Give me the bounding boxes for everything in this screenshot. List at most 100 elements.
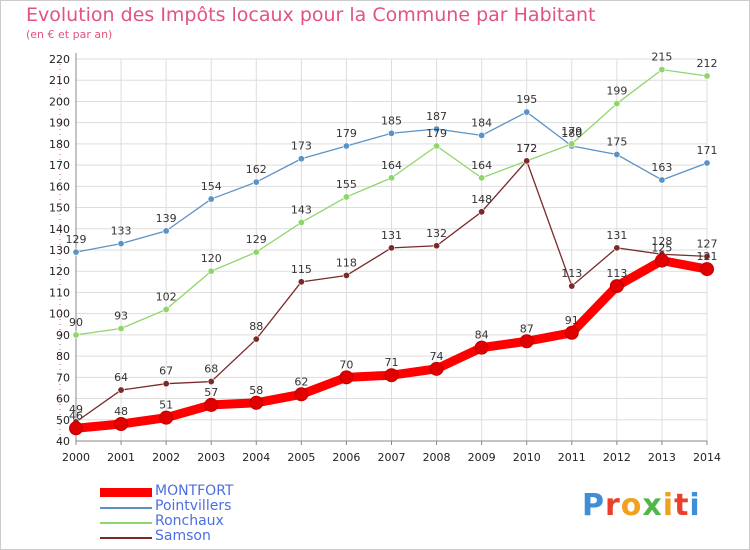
data-point bbox=[429, 361, 444, 376]
y-axis-ticks: 40 50 60 70 80 90 100 110 120 130 140 150 160 170 180 1… bbox=[49, 53, 70, 448]
proxiti-logo: Proxiti bbox=[582, 488, 701, 523]
data-point bbox=[433, 125, 441, 133]
x-tick-label: 2006 bbox=[332, 451, 360, 464]
y-tick-label: 200 bbox=[49, 95, 70, 108]
data-point bbox=[249, 395, 264, 410]
data-label: 154 bbox=[201, 180, 222, 193]
data-point bbox=[523, 157, 531, 165]
data-label: 195 bbox=[516, 93, 537, 106]
data-point bbox=[72, 248, 80, 256]
data-point bbox=[297, 155, 305, 163]
data-point bbox=[654, 253, 669, 268]
data-point bbox=[613, 244, 621, 252]
data-label: 90 bbox=[69, 316, 83, 329]
data-label: 148 bbox=[471, 193, 492, 206]
data-point bbox=[297, 218, 305, 226]
data-point bbox=[568, 140, 576, 148]
chart-subtitle: (en € et par an) bbox=[26, 28, 113, 41]
x-tick-label: 2004 bbox=[242, 451, 270, 464]
y-tick-label: 140 bbox=[49, 223, 70, 236]
data-label: 87 bbox=[520, 322, 534, 335]
data-label: 71 bbox=[385, 356, 399, 369]
data-label: 64 bbox=[114, 371, 128, 384]
data-point bbox=[297, 278, 305, 286]
data-label: 51 bbox=[159, 399, 173, 412]
data-label: 115 bbox=[291, 263, 312, 276]
data-point bbox=[207, 378, 215, 386]
data-label: 164 bbox=[381, 159, 402, 172]
data-point bbox=[478, 208, 486, 216]
data-label: 88 bbox=[249, 320, 263, 333]
data-point bbox=[117, 240, 125, 248]
logo-letter: i bbox=[689, 488, 701, 523]
data-label: 121 bbox=[697, 250, 718, 263]
data-point bbox=[568, 282, 576, 290]
chart-title: Evolution des Impôts locaux pour la Comm… bbox=[26, 4, 596, 26]
data-label: 127 bbox=[697, 237, 718, 250]
data-label: 120 bbox=[201, 252, 222, 265]
x-axis-ticks: 2000 2001 2002 2003 2004 2005 2006 2007 2008 2009… bbox=[62, 451, 721, 464]
data-point bbox=[609, 279, 624, 294]
data-point bbox=[658, 176, 666, 184]
data-point bbox=[342, 193, 350, 201]
data-point bbox=[204, 397, 219, 412]
data-point bbox=[252, 248, 260, 256]
data-label: 70 bbox=[339, 358, 353, 371]
x-tick-label: 2008 bbox=[423, 451, 451, 464]
data-point bbox=[342, 142, 350, 150]
data-label: 113 bbox=[561, 267, 582, 280]
data-point bbox=[69, 421, 83, 436]
x-tick-label: 2013 bbox=[648, 451, 676, 464]
legend-label: Ronchaux bbox=[155, 513, 224, 529]
data-label: 67 bbox=[159, 365, 173, 378]
data-point bbox=[162, 227, 170, 235]
x-tick-label: 2003 bbox=[197, 451, 225, 464]
data-label: 131 bbox=[606, 229, 627, 242]
data-label: 164 bbox=[471, 159, 492, 172]
data-label: 91 bbox=[565, 314, 579, 327]
y-tick-label: 80 bbox=[56, 350, 70, 363]
y-tick-label: 120 bbox=[49, 265, 70, 278]
data-label: 84 bbox=[475, 329, 489, 342]
data-label: 143 bbox=[291, 203, 312, 216]
logo-letter: i bbox=[662, 488, 675, 523]
data-label: 133 bbox=[111, 225, 132, 238]
data-point bbox=[700, 262, 714, 277]
data-point bbox=[387, 129, 395, 137]
data-label: 184 bbox=[471, 116, 492, 129]
y-tick-label: 190 bbox=[49, 117, 70, 130]
data-label: 118 bbox=[336, 256, 357, 269]
data-labels: 129 133 139 154 162 173 179 185 187 184 195 180 175 1… bbox=[66, 51, 718, 423]
y-tick-label: 90 bbox=[56, 329, 70, 342]
data-label: 113 bbox=[606, 267, 627, 280]
data-label: 163 bbox=[651, 161, 672, 174]
data-point bbox=[703, 159, 711, 167]
x-tick-label: 2010 bbox=[513, 451, 541, 464]
y-tick-label: 60 bbox=[56, 393, 70, 406]
logo-letter: o bbox=[620, 488, 643, 523]
data-label: 199 bbox=[606, 85, 627, 98]
data-point bbox=[207, 267, 215, 275]
data-label: 74 bbox=[430, 350, 444, 363]
legend-swatch bbox=[100, 537, 152, 539]
data-label: 46 bbox=[69, 409, 83, 422]
x-tick-label: 2012 bbox=[603, 451, 631, 464]
data-label: 155 bbox=[336, 178, 357, 191]
data-point bbox=[207, 195, 215, 203]
data-point bbox=[433, 142, 441, 150]
data-label: 49 bbox=[69, 403, 83, 416]
y-tick-label: 40 bbox=[56, 435, 70, 448]
data-label: 171 bbox=[697, 144, 718, 157]
data-label: 93 bbox=[114, 310, 128, 323]
data-point bbox=[703, 72, 711, 80]
series-lines bbox=[69, 66, 714, 436]
data-label: 179 bbox=[336, 127, 357, 140]
x-tick-label: 2009 bbox=[468, 451, 496, 464]
logo-letter: r bbox=[605, 488, 621, 523]
data-label: 185 bbox=[381, 114, 402, 127]
data-label: 129 bbox=[246, 233, 267, 246]
x-tick-label: 2000 bbox=[62, 451, 90, 464]
legend-label: MONTFORT bbox=[155, 483, 234, 499]
